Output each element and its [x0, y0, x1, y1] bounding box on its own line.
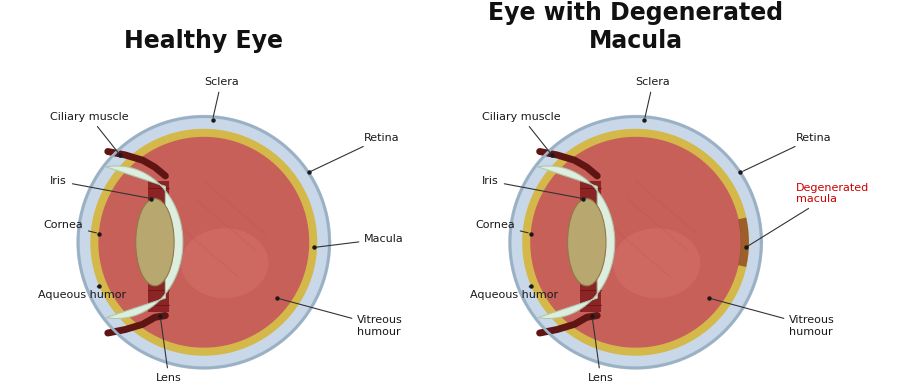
Text: Cornea: Cornea	[43, 220, 96, 233]
Polygon shape	[522, 136, 600, 349]
Title: Eye with Degenerated
Macula: Eye with Degenerated Macula	[488, 1, 783, 53]
Polygon shape	[538, 166, 615, 319]
Ellipse shape	[181, 228, 268, 298]
Ellipse shape	[613, 228, 700, 298]
Text: Ciliary muscle: Ciliary muscle	[482, 112, 561, 153]
Polygon shape	[598, 129, 749, 356]
Text: Retina: Retina	[311, 132, 400, 171]
Text: Sclera: Sclera	[204, 77, 238, 117]
Text: Vitreous
humour: Vitreous humour	[280, 299, 403, 337]
Text: Vitreous
humour: Vitreous humour	[712, 299, 835, 337]
Text: Aqueous humor: Aqueous humor	[470, 286, 558, 299]
Polygon shape	[148, 181, 169, 312]
Polygon shape	[166, 129, 317, 356]
Text: Iris: Iris	[482, 176, 580, 198]
Text: Degenerated
macula: Degenerated macula	[748, 183, 869, 246]
Polygon shape	[738, 218, 749, 267]
Text: Sclera: Sclera	[635, 77, 670, 117]
Polygon shape	[106, 166, 183, 319]
Polygon shape	[510, 116, 761, 368]
Title: Healthy Eye: Healthy Eye	[124, 29, 284, 53]
Polygon shape	[78, 116, 329, 368]
Polygon shape	[99, 138, 309, 347]
Polygon shape	[531, 138, 741, 347]
Text: Cornea: Cornea	[475, 220, 528, 233]
Ellipse shape	[136, 199, 174, 286]
Text: Iris: Iris	[50, 176, 148, 198]
Text: Lens: Lens	[156, 318, 182, 383]
Text: Lens: Lens	[588, 318, 614, 383]
Text: Ciliary muscle: Ciliary muscle	[50, 112, 129, 153]
Text: Aqueous humor: Aqueous humor	[38, 286, 126, 299]
Text: Retina: Retina	[742, 132, 832, 171]
Text: Macula: Macula	[317, 234, 404, 247]
Polygon shape	[90, 136, 168, 349]
Ellipse shape	[568, 199, 606, 286]
Polygon shape	[580, 181, 600, 312]
